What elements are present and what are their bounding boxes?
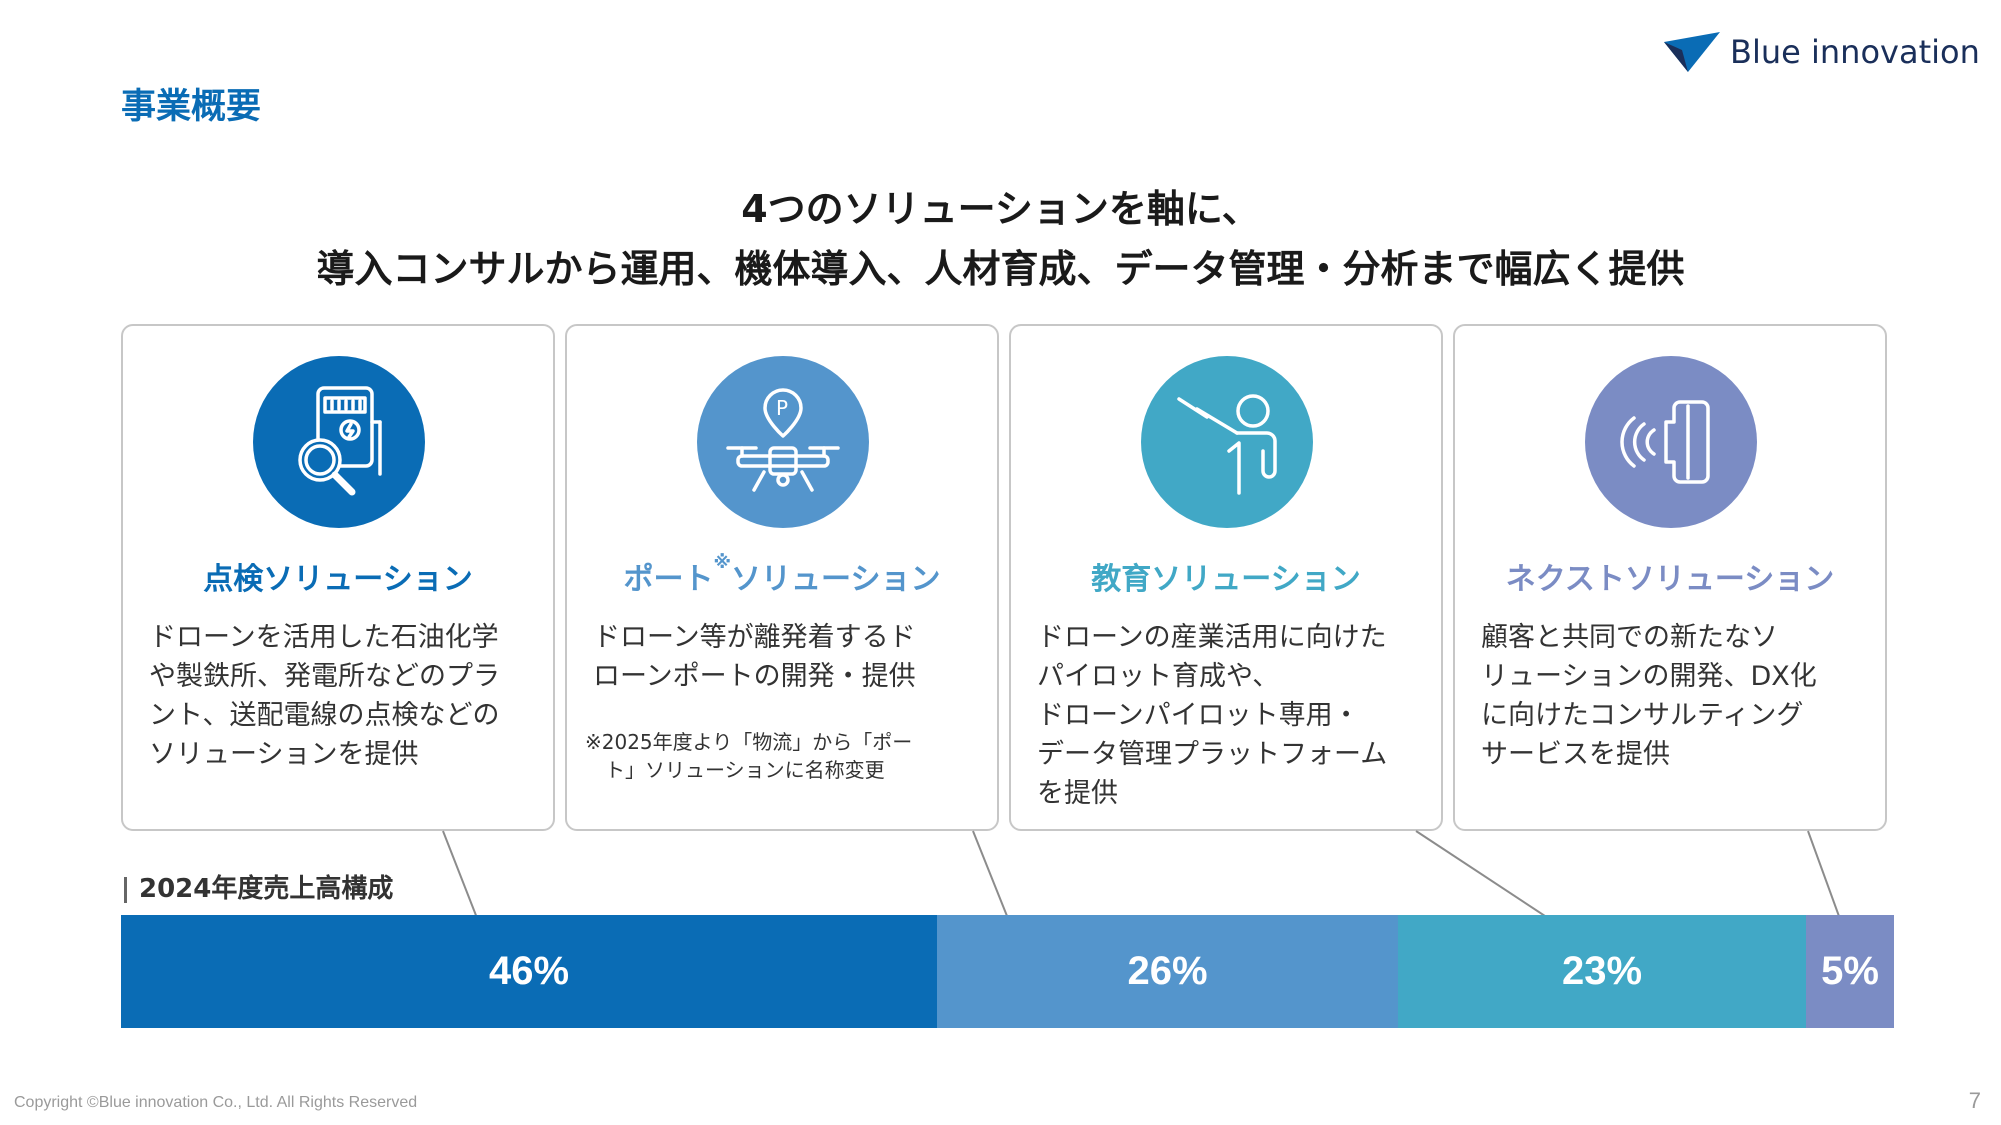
- sales-segment-port: 26%: [937, 915, 1398, 1028]
- sales-segment-education: 23%: [1398, 915, 1806, 1028]
- card-title: ネクストソリューション: [1505, 562, 1835, 597]
- card-title-part1: ポート: [623, 562, 714, 597]
- card-description: ドローンの産業活用に向けた パイロット育成や、 ドローンパイロット専用・ データ…: [1037, 622, 1388, 809]
- company-logo: Blue innovation: [1664, 32, 1980, 72]
- logo-mark-icon: [1664, 32, 1720, 72]
- card-education: 教育ソリューション ドローンの産業活用に向けた パイロット育成や、 ドローンパイ…: [1009, 324, 1443, 831]
- sensor-signal-icon: [1585, 356, 1757, 528]
- headline-line-1: 4つのソリューションを軸に、: [741, 187, 1260, 231]
- card-description: ドローン等が離発着するド ローンポートの開発・提供: [593, 622, 916, 692]
- sales-segment-next: 5%: [1806, 915, 1894, 1028]
- segment-label: 26%: [1127, 949, 1208, 993]
- card-note: ※2025年度より「物流」から「ポー ト」ソリューションに名称変更: [585, 730, 913, 782]
- segment-label: 5%: [1821, 949, 1879, 993]
- svg-text:P: P: [776, 396, 788, 420]
- section-title: 事業概要: [121, 87, 262, 127]
- page-number: 7: [1968, 1088, 1981, 1113]
- card-title-part2: ソリューション: [731, 562, 941, 597]
- segment-label: 23%: [1561, 949, 1643, 993]
- card-title: ポート※ソリューション: [567, 552, 997, 598]
- card-title-note-mark: ※: [713, 552, 732, 573]
- drone-port-icon: P: [697, 356, 869, 528]
- sales-segment-inspection: 46%: [121, 915, 937, 1028]
- card-description: 顧客と共同での新たなソ リューションの開発、DX化 に向けたコンサルティング サ…: [1481, 622, 1817, 770]
- card-port: P ポート※ソリューション ドローン等が離発着するド ローンポートの開発・提供 …: [565, 324, 999, 831]
- sales-label-text: 2024年度売上高構成: [139, 874, 394, 904]
- card-title: 点検ソリューション: [203, 562, 473, 597]
- card-description: ドローンを活用した石油化学 や製鉄所、発電所などのプラ ント、送配電線の点検など…: [149, 622, 500, 770]
- meter-inspection-icon: [253, 356, 425, 528]
- sales-composition-label: 2024年度売上高構成: [124, 868, 393, 905]
- card-inspection: 点検ソリューション ドローンを活用した石油化学 や製鉄所、発電所などのプラ ント…: [121, 324, 555, 831]
- card-title: 教育ソリューション: [1091, 562, 1361, 597]
- label-bar-marker: [124, 876, 127, 903]
- copyright-text: Copyright ©Blue innovation Co., Ltd. All…: [14, 1094, 418, 1111]
- segment-label: 46%: [488, 949, 570, 993]
- teacher-icon: [1141, 356, 1313, 528]
- logo-text: Blue innovation: [1730, 33, 1980, 71]
- headline-line-2: 導入コンサルから運用、機体導入、人材育成、データ管理・分析まで幅広く提供: [316, 247, 1685, 291]
- card-next: ネクストソリューション 顧客と共同での新たなソ リューションの開発、DX化 に向…: [1453, 324, 1887, 831]
